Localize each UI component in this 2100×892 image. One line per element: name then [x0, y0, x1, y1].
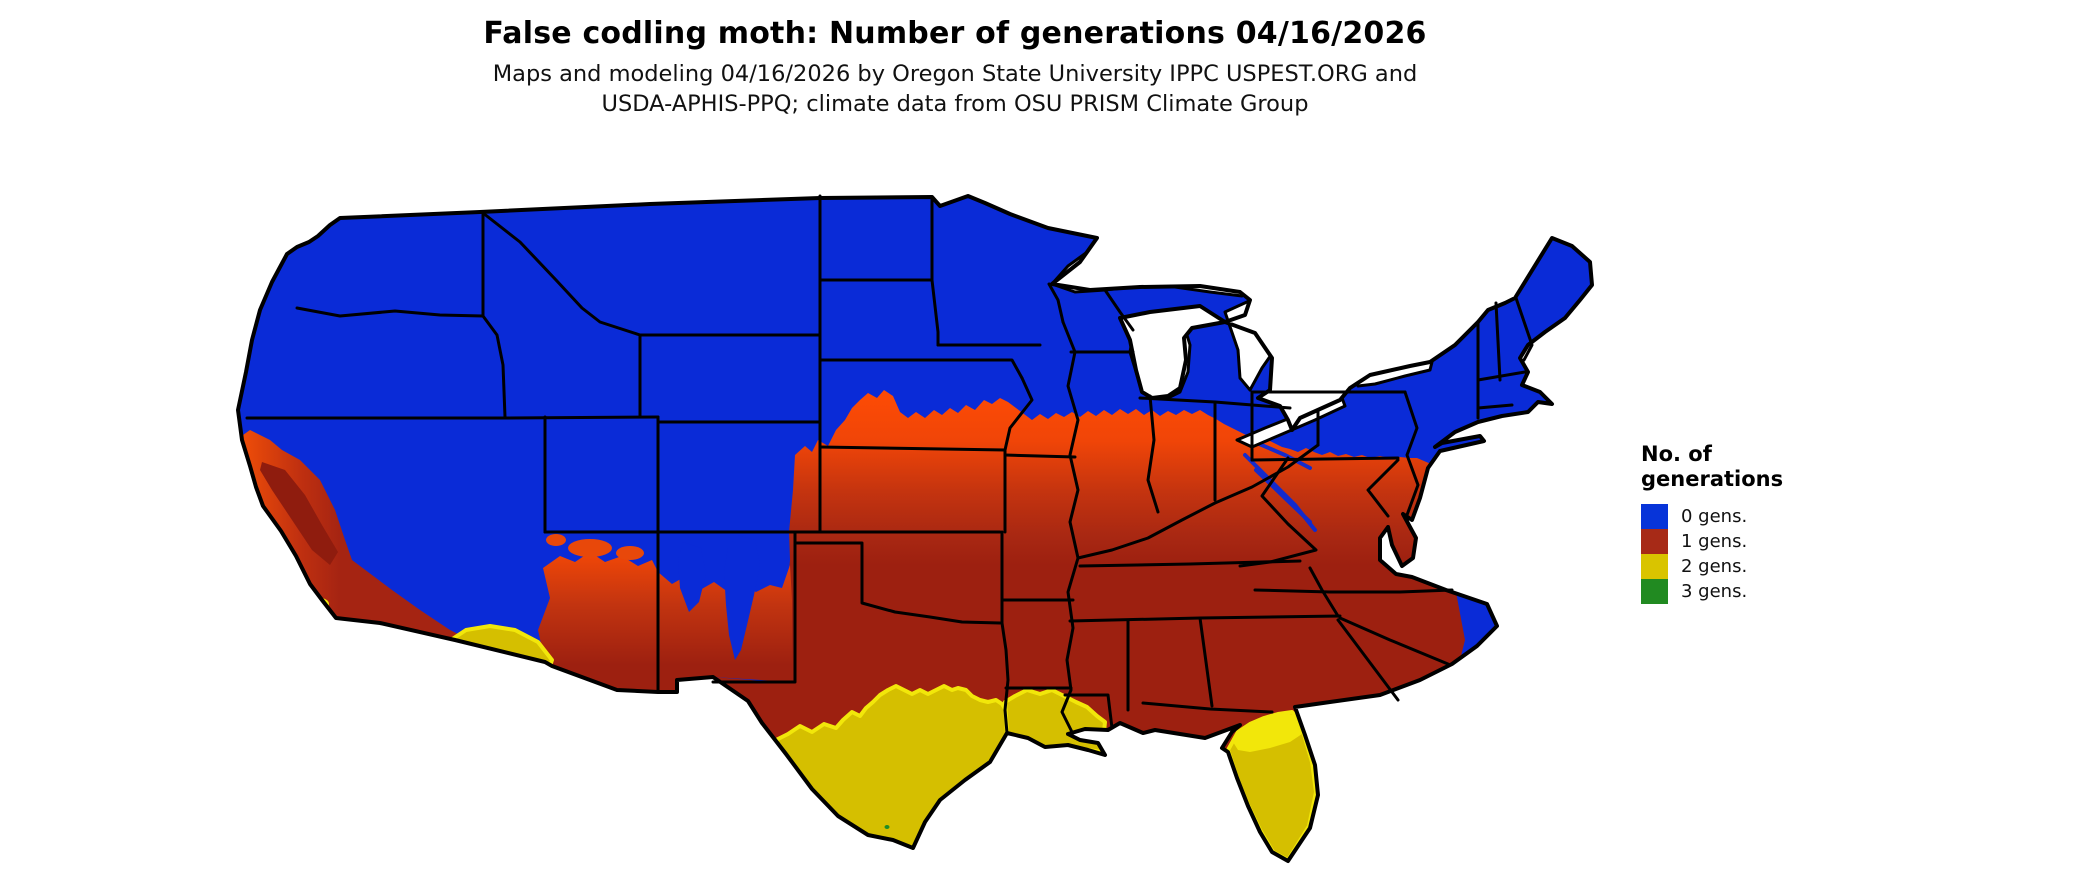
- legend-swatch-0-gens: [1641, 503, 1668, 529]
- us-outline: [236, 194, 1594, 863]
- subtitle-line-2: USDA-APHIS-PPQ; climate data from OSU PR…: [601, 90, 1309, 117]
- region-1-gen-southwest: [538, 552, 792, 692]
- map-title: False codling moth: Number of generation…: [483, 16, 1427, 51]
- legend-item-3-gens: 3 gens.: [1641, 578, 1941, 604]
- region-blue-tongue-nm: [724, 535, 760, 660]
- legend-label-2-gens: 2 gens.: [1681, 555, 1748, 577]
- region-california-valley-dark: [260, 462, 338, 565]
- map-subtitle: Maps and modeling 04/16/2026 by Oregon S…: [0, 60, 1910, 119]
- legend-title-line-1: No. of: [1641, 442, 1712, 466]
- legend-swatch-3-gens: [1641, 578, 1668, 604]
- legend-label-1-gens: 1 gens.: [1681, 530, 1748, 552]
- legend-title-line-2: generations: [1641, 466, 1784, 491]
- state-borders: [245, 194, 1534, 735]
- region-2-gens-florida-bright-band: [1233, 713, 1302, 752]
- legend-item-2-gens: 2 gens.: [1641, 553, 1941, 579]
- subtitle-line-1: Maps and modeling 04/16/2026 by Oregon S…: [492, 61, 1418, 87]
- region-orange-patch-az-3: [546, 534, 566, 546]
- legend-swatch-1-gens: [1641, 528, 1668, 554]
- region-1-gen-california: [238, 430, 545, 663]
- region-1-gen-main: [700, 390, 1465, 861]
- legend-label-3-gens: 3 gens.: [1681, 580, 1748, 602]
- legend-title: No. of generations: [1641, 442, 1941, 492]
- legend-swatch-2-gens: [1641, 553, 1668, 579]
- region-orange-patch-az-2: [616, 546, 644, 560]
- region-3-gens-florida-keys: [884, 825, 890, 829]
- map-legend: No. of generations 0 gens. 1 gens. 2 gen…: [1641, 442, 1941, 604]
- legend-item-1-gens: 1 gens.: [1641, 528, 1941, 554]
- region-orange-patch-az-1: [568, 539, 612, 557]
- legend-item-0-gens: 0 gens.: [1641, 503, 1941, 529]
- region-blue-spur-nm-west: [678, 542, 706, 612]
- legend-label-0-gens: 0 gens.: [1681, 505, 1748, 527]
- lake-huron: [1223, 288, 1344, 392]
